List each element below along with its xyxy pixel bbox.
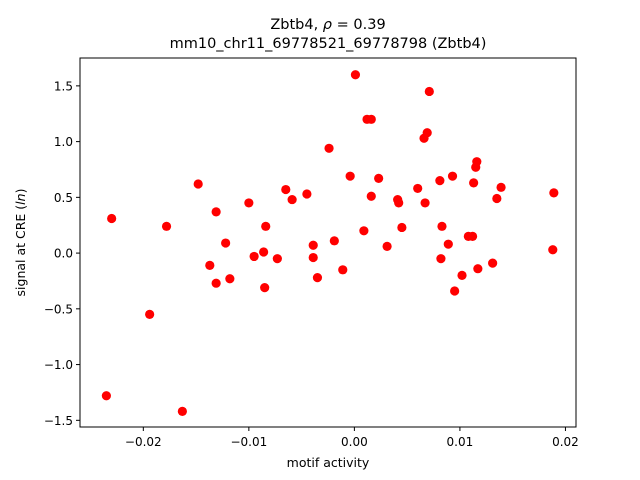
data-point <box>193 179 203 189</box>
y-tick-label: 0.0 <box>54 247 73 261</box>
y-tick-label: −1.5 <box>44 414 73 428</box>
x-tick-label: 0.02 <box>552 435 579 449</box>
data-point <box>345 171 355 181</box>
data-point <box>259 247 269 257</box>
data-point <box>394 198 404 208</box>
data-point <box>244 198 254 208</box>
data-point <box>469 178 479 188</box>
plot-area-frame <box>79 57 577 428</box>
x-tick-label: 0.01 <box>447 435 474 449</box>
x-axis-label: motif activity <box>287 455 370 470</box>
data-point <box>211 207 221 217</box>
data-point <box>324 143 334 153</box>
data-point <box>338 265 348 275</box>
y-axis-ticks: −1.5 −1.0 −0.5 0.0 0.5 1.0 1.5 <box>44 79 80 428</box>
data-point <box>492 193 502 204</box>
y-tick-label: 1.5 <box>54 79 73 93</box>
y-tick-label: −0.5 <box>44 302 73 316</box>
data-point <box>225 274 235 284</box>
data-point <box>260 283 270 293</box>
data-point <box>424 86 434 97</box>
data-point <box>359 226 369 236</box>
chart-subtitle: mm10_chr11_69778521_69778798 (Zbtb4) <box>170 36 487 52</box>
data-point <box>329 236 339 246</box>
data-point <box>413 183 423 194</box>
data-point <box>211 278 221 288</box>
data-point <box>101 391 111 401</box>
data-point <box>308 240 318 250</box>
data-point <box>548 245 558 255</box>
data-point <box>443 239 453 249</box>
data-point <box>281 184 291 195</box>
data-point <box>308 252 318 263</box>
data-point <box>457 270 467 280</box>
y-tick-label: 1.0 <box>54 135 73 149</box>
y-tick-label: −1.0 <box>44 358 73 372</box>
x-tick-label: −0.02 <box>125 435 162 449</box>
data-point <box>161 221 172 231</box>
data-point <box>422 128 432 138</box>
x-tick-label: 0.00 <box>341 435 368 449</box>
data-point <box>205 260 215 270</box>
data-point <box>488 258 498 268</box>
data-point <box>366 191 376 201</box>
data-point <box>145 309 155 320</box>
y-axis-label: signal at CRE (ln) <box>13 189 28 297</box>
x-tick-label: −0.01 <box>230 435 267 449</box>
data-point <box>221 238 231 248</box>
data-point <box>350 70 361 80</box>
chart-title-gene: Zbtb4 <box>270 17 313 33</box>
data-point <box>374 173 384 183</box>
points-layer <box>101 70 559 416</box>
data-point <box>366 114 376 124</box>
chart-title-rho: 0.39 <box>353 17 385 33</box>
data-point <box>436 254 446 264</box>
x-axis-ticks: −0.02 −0.01 0.00 0.01 0.02 <box>125 427 579 449</box>
data-point <box>435 176 445 186</box>
data-point <box>472 157 482 167</box>
data-point <box>496 182 506 192</box>
y-tick-label: 0.5 <box>54 191 73 205</box>
data-point <box>272 254 282 264</box>
data-point <box>177 406 187 416</box>
data-point <box>302 189 312 199</box>
data-point <box>397 222 407 233</box>
data-point <box>249 251 259 262</box>
data-point <box>107 213 117 224</box>
data-point <box>450 286 460 296</box>
data-point <box>467 231 478 241</box>
data-point <box>437 221 447 231</box>
data-point <box>382 241 392 252</box>
data-point <box>473 264 483 274</box>
data-point <box>549 188 559 198</box>
data-point <box>420 198 430 208</box>
data-point <box>312 273 323 283</box>
chart-title: Zbtb4, ρ = 0.39 <box>270 17 385 33</box>
data-point <box>261 221 271 231</box>
data-point <box>447 171 458 181</box>
data-point <box>287 194 297 205</box>
